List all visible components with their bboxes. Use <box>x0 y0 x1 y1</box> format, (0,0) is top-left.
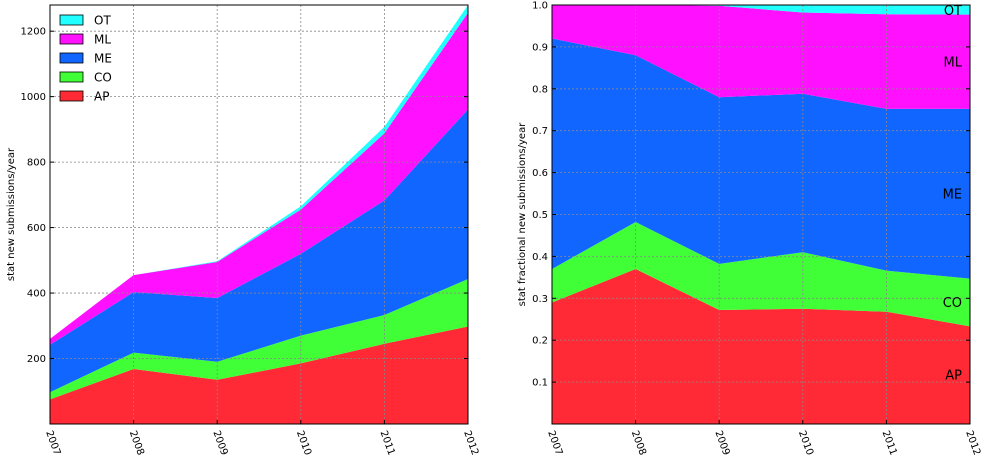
x-tick-label: 2011 <box>880 429 899 455</box>
band-label-ot: OT <box>944 4 962 19</box>
x-tick-label: 2010 <box>796 429 815 455</box>
area-me <box>50 109 468 393</box>
legend-swatch-ot <box>59 14 84 26</box>
legend-label-ml: ML <box>94 33 111 47</box>
area-ot <box>552 5 970 15</box>
legend-label-me: ME <box>94 52 112 66</box>
legend-label-co: CO <box>94 71 112 85</box>
legend-label-ot: OT <box>94 14 111 28</box>
area-co <box>50 279 468 400</box>
y-tick-label: 400 <box>27 289 46 300</box>
band-label-ap: AP <box>945 369 962 384</box>
x-tick-label: 2008 <box>629 429 648 455</box>
band-label-ml: ML <box>944 55 963 70</box>
legend-swatch-me <box>59 52 84 64</box>
y-tick-label: 600 <box>27 223 46 234</box>
x-tick-label: 2012 <box>461 429 480 455</box>
y-tick-label: 0.6 <box>532 168 548 179</box>
plot-frame <box>49 4 469 425</box>
x-tick-label: 2012 <box>963 429 982 455</box>
legend-swatch-ap <box>59 90 84 102</box>
x-tick-label: 2009 <box>210 429 229 455</box>
y-tick-label: 0.9 <box>532 42 548 53</box>
x-tick-label: 2011 <box>378 429 397 455</box>
area-ml <box>552 5 970 109</box>
band-label-me: ME <box>943 187 962 202</box>
x-tick-label: 2010 <box>294 429 313 455</box>
legend-swatch-co <box>59 71 84 83</box>
legend-swatch-ml <box>59 33 84 45</box>
y-tick-label: 0.8 <box>532 84 548 95</box>
area-ap <box>50 326 468 424</box>
area-ap <box>552 269 970 424</box>
y-axis-label: stat fractional new submissions/year <box>517 122 528 307</box>
area-me <box>552 38 970 279</box>
x-tick-label: 2007 <box>43 429 62 455</box>
y-tick-label: 1200 <box>21 27 46 38</box>
y-tick-label: 0.2 <box>532 336 548 347</box>
y-tick-label: 800 <box>27 158 46 169</box>
area-co <box>552 222 970 327</box>
x-tick-label: 2007 <box>545 429 564 455</box>
y-tick-label: 0.7 <box>532 126 548 137</box>
y-tick-label: 200 <box>27 354 46 365</box>
y-tick-label: 0.3 <box>532 294 548 305</box>
y-tick-label: 0.4 <box>532 252 548 263</box>
y-tick-label: 0.1 <box>532 378 548 389</box>
band-label-co: CO <box>943 296 962 311</box>
chart-panel-1: 200 400 600 800 1000 1200 2007 2008 2009 2010 2011… <box>6 4 480 457</box>
y-tick-label: 1.0 <box>532 1 548 12</box>
x-tick-label: 2008 <box>127 429 146 455</box>
y-tick-label: 1000 <box>21 92 46 103</box>
x-tick-label: 2009 <box>712 429 731 455</box>
y-axis-label: stat new submissions/year <box>6 147 17 281</box>
chart-panel-2: 0.1 0.2 0.3 0.4 0.5 0.6 0.7 0.8 0.9 1.0 2007 2008 20… <box>517 1 982 457</box>
legend-label-ap: AP <box>94 90 109 104</box>
y-tick-label: 0.5 <box>532 210 548 221</box>
